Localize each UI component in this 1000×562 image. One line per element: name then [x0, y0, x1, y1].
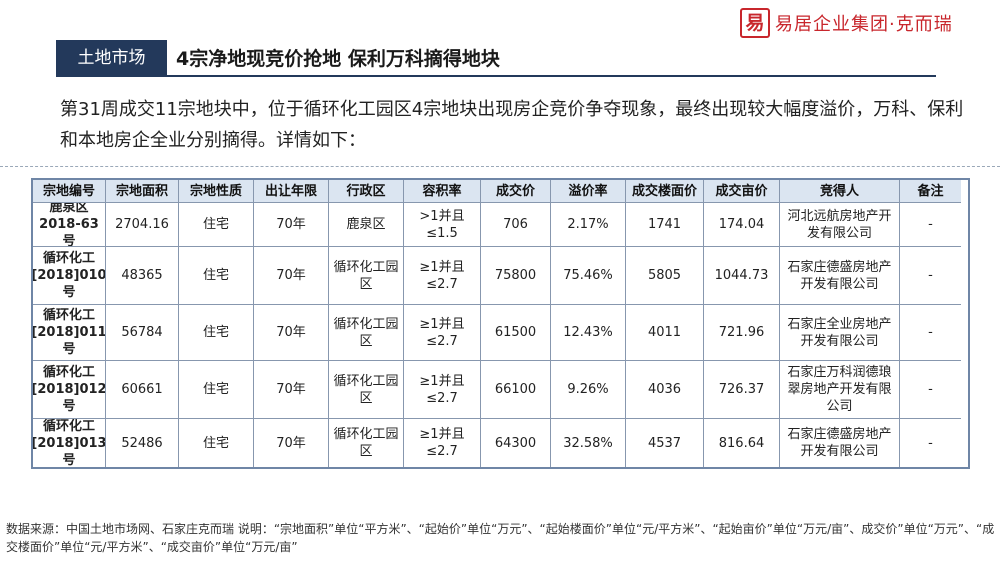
table-cell-term: 70年 — [254, 247, 329, 305]
table-cell-district: 循环化工园区 — [329, 419, 404, 467]
company-logo: 易 易居企业集团·克而瑞 — [740, 6, 953, 40]
table-header-premium-rate: 溢价率 — [551, 180, 626, 203]
table-cell-plot-ratio: ≥1并且≤2.7 — [404, 247, 481, 305]
table-cell-floor-price: 4011 — [626, 305, 704, 361]
table-header-area: 宗地面积 — [106, 180, 179, 203]
logo-seal: 易 — [740, 8, 770, 38]
table-cell-plot-ratio: ≥1并且≤2.7 — [404, 305, 481, 361]
intro-paragraph: 第31周成交11宗地块中，位于循环化工园区4宗地块出现房企竞价争夺现象，最终出现… — [60, 99, 964, 151]
table-cell-plot-ratio: ≥1并且≤2.7 — [404, 361, 481, 419]
table-cell-area: 48365 — [106, 247, 179, 305]
table-cell-floor-price: 1741 — [626, 203, 704, 247]
data-source-note: 数据来源：中国土地市场网、石家庄克而瑞 说明：“宗地面积”单位“平方米”、“起始… — [6, 522, 995, 554]
table-cell-premium-rate: 2.17% — [551, 203, 626, 247]
table-cell-parcel-id: 鹿泉区2018-63号 — [33, 203, 106, 247]
table-cell-remark: - — [900, 247, 961, 305]
table-cell-mu-price: 1044.73 — [704, 247, 780, 305]
table-cell-floor-price: 4537 — [626, 419, 704, 467]
dashed-divider — [0, 166, 1000, 167]
logo-brand-text: 易居企业集团·克而瑞 — [775, 14, 953, 35]
table-cell-area: 2704.16 — [106, 203, 179, 247]
table-cell-parcel-id: 循环化工[2018]013号 — [33, 419, 106, 467]
table-cell-deal-price: 64300 — [481, 419, 551, 467]
table-cell-mu-price: 174.04 — [704, 203, 780, 247]
table-cell-deal-price: 61500 — [481, 305, 551, 361]
table-header-term: 出让年限 — [254, 180, 329, 203]
table-header-deal-price: 成交价 — [481, 180, 551, 203]
table-cell-remark: - — [900, 305, 961, 361]
title-underline — [56, 75, 936, 77]
table-cell-parcel-id: 循环化工[2018]010号 — [33, 247, 106, 305]
table-cell-remark: - — [900, 203, 961, 247]
table-cell-parcel-id: 循环化工[2018]011号 — [33, 305, 106, 361]
table-cell-land-use: 住宅 — [179, 247, 254, 305]
table-cell-floor-price: 5805 — [626, 247, 704, 305]
table-cell-land-use: 住宅 — [179, 305, 254, 361]
table-cell-plot-ratio: >1并且≤1.5 — [404, 203, 481, 247]
table-cell-winner: 石家庄德盛房地产开发有限公司 — [780, 419, 900, 467]
table-cell-mu-price: 721.96 — [704, 305, 780, 361]
table-header-winner: 竞得人 — [780, 180, 900, 203]
section-tag: 土地市场 — [56, 40, 167, 76]
table-cell-area: 56784 — [106, 305, 179, 361]
table-cell-winner: 石家庄德盛房地产开发有限公司 — [780, 247, 900, 305]
table-cell-district: 循环化工园区 — [329, 247, 404, 305]
table-cell-winner: 石家庄万科润德琅翠房地产开发有限公司 — [780, 361, 900, 419]
table-cell-floor-price: 4036 — [626, 361, 704, 419]
table-cell-land-use: 住宅 — [179, 361, 254, 419]
table-cell-parcel-id: 循环化工[2018]012号 — [33, 361, 106, 419]
table-header-land-use: 宗地性质 — [179, 180, 254, 203]
table-header-floor-price: 成交楼面价 — [626, 180, 704, 203]
table-cell-area: 52486 — [106, 419, 179, 467]
page-title: 4宗净地现竞价抢地 保利万科摘得地块 — [176, 48, 500, 70]
table-header-remark: 备注 — [900, 180, 961, 203]
table-cell-land-use: 住宅 — [179, 419, 254, 467]
table-header-mu-price: 成交亩价 — [704, 180, 780, 203]
table-cell-term: 70年 — [254, 305, 329, 361]
table-cell-mu-price: 816.64 — [704, 419, 780, 467]
table-cell-deal-price: 66100 — [481, 361, 551, 419]
table-cell-premium-rate: 32.58% — [551, 419, 626, 467]
table-cell-deal-price: 75800 — [481, 247, 551, 305]
table-cell-land-use: 住宅 — [179, 203, 254, 247]
table-cell-premium-rate: 9.26% — [551, 361, 626, 419]
table-cell-premium-rate: 75.46% — [551, 247, 626, 305]
table-cell-term: 70年 — [254, 203, 329, 247]
land-deals-table: 宗地编号 宗地面积 宗地性质 出让年限 行政区 容积率 成交价 溢价率 成交楼面价 成交亩价 竞得人… — [31, 178, 970, 469]
table-header-plot-ratio: 容积率 — [404, 180, 481, 203]
table-header-district: 行政区 — [329, 180, 404, 203]
table-cell-plot-ratio: ≥1并且≤2.7 — [404, 419, 481, 467]
table-cell-area: 60661 — [106, 361, 179, 419]
table-cell-term: 70年 — [254, 361, 329, 419]
table-cell-remark: - — [900, 361, 961, 419]
table-cell-remark: - — [928, 435, 933, 451]
table-cell-winner: 河北远航房地产开发有限公司 — [780, 203, 900, 247]
table-cell-district: 循环化工园区 — [329, 305, 404, 361]
table-header-parcel-id: 宗地编号 — [33, 180, 106, 203]
table-cell-deal-price: 706 — [481, 203, 551, 247]
table-cell-term: 70年 — [254, 419, 329, 467]
table-cell-mu-price: 726.37 — [704, 361, 780, 419]
table-cell-winner: 石家庄全业房地产开发有限公司 — [780, 305, 900, 361]
table-cell-district: 循环化工园区 — [329, 361, 404, 419]
table-cell-premium-rate: 12.43% — [551, 305, 626, 361]
table-cell-district: 鹿泉区 — [329, 203, 404, 247]
